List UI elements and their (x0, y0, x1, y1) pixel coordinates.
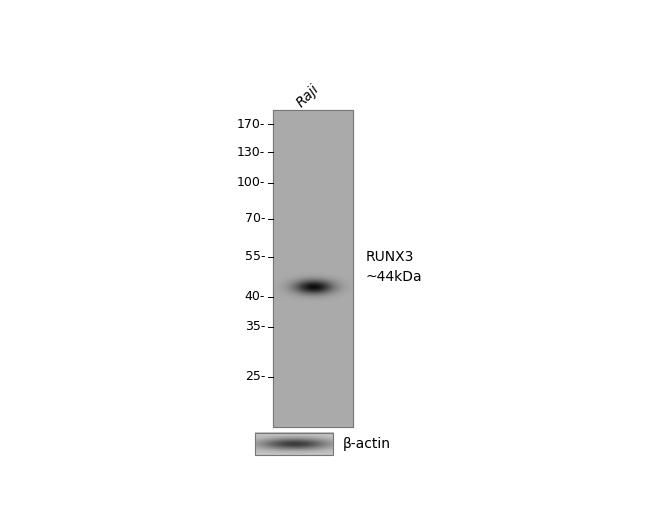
Text: Raji: Raji (294, 82, 322, 110)
Text: 130-: 130- (237, 146, 265, 159)
Text: 55-: 55- (244, 250, 265, 263)
Text: RUNX3: RUNX3 (366, 250, 414, 264)
Bar (255, 433, 333, 455)
Text: β-actin: β-actin (343, 437, 391, 451)
Text: 100-: 100- (237, 176, 265, 189)
Text: 35-: 35- (245, 320, 265, 333)
Bar (273, 110, 354, 427)
Text: 25-: 25- (245, 370, 265, 383)
Bar (273, 110, 354, 427)
Text: 70-: 70- (244, 212, 265, 225)
Text: 40-: 40- (245, 290, 265, 303)
Text: ~44kDa: ~44kDa (366, 269, 423, 283)
Text: 170-: 170- (237, 118, 265, 131)
